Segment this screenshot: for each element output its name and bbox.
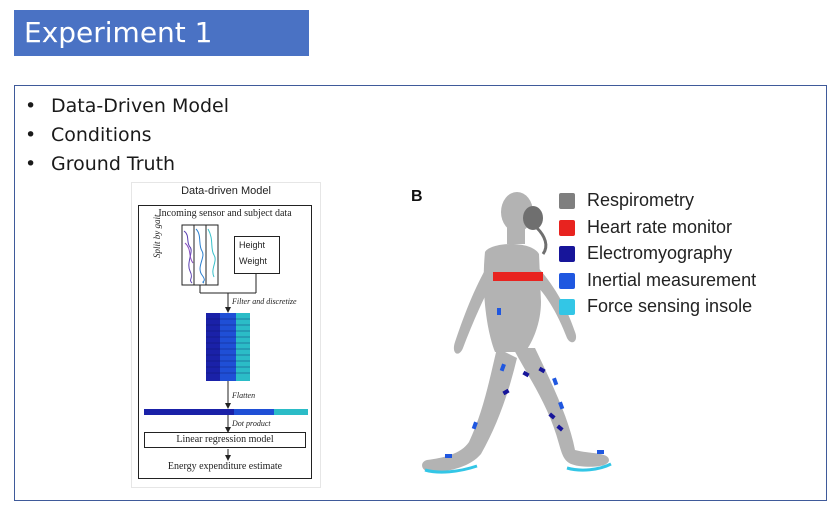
dot-product-label: Dot product bbox=[232, 419, 271, 428]
legend-swatch bbox=[559, 219, 575, 236]
bullet-item: • Ground Truth bbox=[25, 150, 229, 179]
height-weight-box: Height Weight bbox=[234, 236, 280, 274]
energy-estimate-label: Energy expenditure estimate bbox=[167, 461, 283, 472]
height-label: Height bbox=[239, 240, 266, 250]
imu-sensors bbox=[445, 308, 604, 458]
weight-label: Weight bbox=[239, 256, 267, 266]
legend-item: Respirometry bbox=[559, 187, 756, 214]
slide-title: Experiment 1 bbox=[14, 10, 309, 56]
data-driven-model-figure: Data-driven Model Incoming sensor and su… bbox=[131, 182, 321, 488]
split-by-gait-label: Split by gait bbox=[152, 214, 162, 259]
respirometry-mask bbox=[523, 206, 548, 255]
legend-swatch bbox=[559, 272, 575, 289]
legend-swatch bbox=[559, 246, 575, 262]
bullet-list: • Data-Driven Model • Conditions • Groun… bbox=[25, 92, 229, 179]
bullet-item: • Conditions bbox=[25, 121, 229, 150]
linear-regression-box: Linear regression model bbox=[144, 432, 306, 448]
legend-label: Force sensing insole bbox=[587, 296, 753, 316]
emg-sensors bbox=[502, 366, 564, 432]
gait-signals bbox=[181, 224, 219, 286]
legend-label: Respirometry bbox=[587, 190, 695, 210]
sensor-legend: Respirometry Heart rate monitor Electromyo… bbox=[559, 187, 756, 320]
legend-item: Electromyography bbox=[559, 240, 756, 267]
bullet-text: Ground Truth bbox=[51, 153, 176, 175]
walking-person-illustration bbox=[422, 192, 612, 474]
legend-label: Electromyography bbox=[587, 243, 733, 263]
legend-label: Heart rate monitor bbox=[587, 216, 733, 237]
legend-item: Force sensing insole bbox=[559, 293, 756, 320]
panel-letter: B bbox=[411, 188, 423, 205]
figure-title: Data-driven Model bbox=[181, 185, 271, 197]
sensor-placement-figure: B Respirometry Heart rate monitor Electrom… bbox=[399, 182, 782, 487]
bullet-text: Data-Driven Model bbox=[51, 95, 230, 117]
filter-label: Filter and discretize bbox=[232, 297, 297, 306]
insole-back bbox=[424, 464, 478, 474]
bullet-text: Conditions bbox=[51, 124, 152, 146]
content-box: • Data-Driven Model • Conditions • Groun… bbox=[14, 85, 827, 501]
pipeline-diagram bbox=[144, 224, 308, 461]
heart-rate-strap bbox=[493, 272, 543, 281]
legend-item: Inertial measurement bbox=[559, 267, 756, 294]
bullet-symbol: • bbox=[25, 124, 37, 146]
bullet-item: • Data-Driven Model bbox=[25, 92, 229, 121]
figure-frame bbox=[138, 205, 312, 479]
legend-swatch bbox=[559, 193, 575, 209]
bullet-symbol: • bbox=[25, 95, 37, 117]
bullet-symbol: • bbox=[25, 153, 37, 175]
legend-label: Inertial measurement bbox=[587, 269, 757, 290]
flatten-label: Flatten bbox=[232, 391, 256, 400]
legend-item: Heart rate monitor bbox=[559, 214, 756, 241]
discretized-matrix bbox=[206, 313, 250, 381]
insole-front bbox=[566, 462, 612, 472]
incoming-data-label: Incoming sensor and subject data bbox=[158, 208, 292, 219]
flattened-vector bbox=[144, 409, 308, 415]
legend-swatch bbox=[559, 299, 575, 315]
